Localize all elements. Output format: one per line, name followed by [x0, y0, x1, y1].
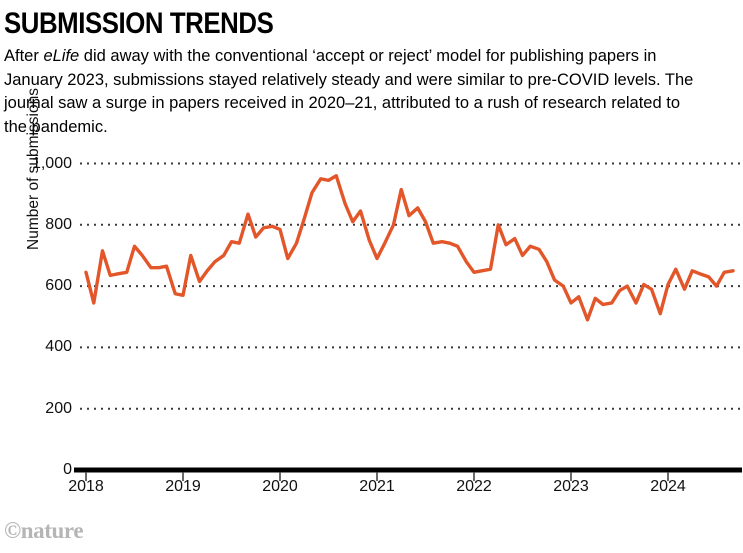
- x-axis-tick-label: 2022: [456, 478, 492, 495]
- x-axis-tick-label: 2020: [262, 478, 298, 495]
- y-axis-title: Number of submissions: [25, 88, 42, 250]
- plot-area: [0, 140, 743, 510]
- gridlines: [80, 162, 742, 410]
- x-axis-tick-label: 2021: [359, 478, 395, 495]
- chart-description: After eLife did away with the convention…: [4, 45, 704, 139]
- line-chart-svg: [74, 162, 742, 481]
- x-axis-tick-label: 2023: [553, 478, 589, 495]
- x-axis-tick-label: 2019: [165, 478, 201, 495]
- description-part2: did away with the conventional ‘accept o…: [4, 47, 694, 136]
- x-axis-ticks: [85, 472, 669, 481]
- y-axis-tick-label: 800: [45, 215, 72, 233]
- submissions-line: [84, 174, 735, 322]
- y-axis-tick-label: 600: [45, 277, 72, 295]
- y-axis-tick-label: 1,000: [31, 154, 72, 172]
- nature-credit-logo: ©nature: [4, 518, 84, 543]
- x-axis-tick-label: 2024: [650, 478, 686, 495]
- journal-name-emphasis: eLife: [43, 47, 80, 65]
- y-axis-tick-label: 200: [45, 399, 72, 417]
- data-series-line: [84, 174, 735, 322]
- y-axis-tick-label: 400: [45, 338, 72, 356]
- y-axis-tick-label: 0: [63, 461, 72, 478]
- description-part1: After: [4, 47, 44, 65]
- page-title: SUBMISSION TRENDS: [4, 7, 274, 40]
- x-axis-tick-label: 2018: [68, 478, 104, 495]
